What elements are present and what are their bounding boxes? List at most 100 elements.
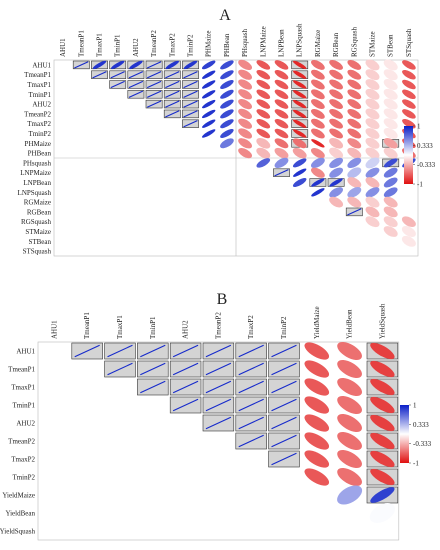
panel-a-corr-mark: [383, 158, 398, 168]
panel-a-corr-mark: [347, 108, 362, 119]
panel-a-corr-mark: [329, 196, 344, 208]
panel-a-row-label: LNPMaize: [20, 169, 51, 177]
panel-a-row-label: LNPSquash: [18, 189, 52, 197]
panel-b-corr-mark: [271, 398, 297, 412]
panel-b-colorbar-label: -0.333: [413, 440, 432, 448]
panel-a-corr-mark: [202, 109, 216, 119]
panel-b-corr-mark: [172, 380, 199, 394]
panel-a-corr-mark: [183, 90, 198, 98]
panel-a-col-label: AHU2: [132, 38, 140, 57]
panel-b-col-label: AHU1: [50, 320, 58, 339]
panel-a-corr-mark: [274, 109, 289, 119]
panel-b-col-label: YieldSquash: [378, 303, 386, 339]
panel-a-row-label: TminP2: [28, 130, 51, 138]
panel-a-col-label: RGSquash: [350, 27, 358, 57]
panel-b-corr-mark: [205, 380, 232, 394]
panel-b-corr-mark: [107, 344, 133, 358]
panel-a-corr-mark: [220, 129, 234, 138]
panel-a-corr-mark: [293, 90, 307, 99]
panel-a-corr-mark: [111, 60, 125, 70]
panel-b-corr-mark: [172, 344, 199, 358]
panel-a-corr-mark: [329, 167, 344, 178]
panel-a-corr-mark: [347, 167, 362, 179]
panel-a-corr-mark: [329, 79, 343, 90]
panel-b-row-label: AHU1: [16, 348, 35, 356]
panel-a-corr-mark: [329, 187, 344, 198]
panel-a-col-label: TmaxP1: [96, 33, 104, 57]
panel-a-corr-mark: [202, 129, 216, 138]
panel-a-corr-mark: [365, 147, 380, 159]
panel-a-row-label: STMaize: [25, 228, 51, 236]
panel-a-corr-mark: [202, 70, 216, 79]
panel-b-corr-mark: [238, 362, 264, 376]
panel-b-corr-mark: [271, 344, 297, 358]
panel-b-row-label: AHU2: [16, 420, 35, 428]
panel-b-corr-mark: [205, 398, 232, 412]
panel-a-corr-mark: [128, 80, 144, 89]
panel-b-corr-mark: [304, 342, 330, 360]
panel-a-corr-mark: [383, 147, 398, 159]
panel-b-corr-mark: [337, 468, 362, 486]
panel-a-corr-mark: [238, 118, 253, 129]
panel-a-corr-mark: [329, 99, 343, 110]
panel-a-corr-mark: [402, 69, 416, 80]
panel-b-row-label: TmaxP2: [11, 456, 35, 464]
panel-a-corr-mark: [202, 80, 216, 89]
panel-b-row-label: TminP2: [12, 474, 35, 482]
panel-b-row-label: YieldMaize: [2, 492, 35, 500]
panel-a-corr-mark: [220, 70, 234, 80]
panel-a-corr-mark: [401, 226, 416, 237]
panel-b-corr-mark: [370, 396, 395, 414]
panel-a-corr-mark: [347, 99, 362, 110]
panel-a-corr-mark: [256, 99, 271, 109]
panel-b-corr-mark: [304, 414, 330, 432]
panel-a-corr-mark: [274, 138, 289, 149]
panel-a-corr-mark: [293, 99, 307, 109]
panel-b-corr-mark: [205, 416, 232, 430]
panel-a-corr-mark: [238, 69, 253, 80]
panel-a-corr-mark: [383, 177, 398, 188]
panel-a-corr-mark: [220, 99, 234, 109]
panel-a-col-label: PHMaize: [205, 31, 213, 57]
panel-a-corr-mark: [256, 147, 271, 159]
panel-a-corr-mark: [292, 178, 307, 187]
panel-b-corr-mark: [337, 432, 362, 450]
panel-b-corr-mark: [140, 344, 166, 358]
panel-a-col-label: PHsquash: [241, 28, 249, 57]
panel-b-corr-mark: [337, 342, 362, 360]
panel-a-col-label: LNPSquash: [296, 23, 304, 57]
panel-a-corr-mark: [347, 79, 362, 90]
panel-a-row-label: RGBean: [27, 208, 52, 216]
panel-a-corr-mark: [311, 108, 325, 119]
panel-b-corr-mark: [337, 396, 362, 414]
panel-a-row-label: TmaxP1: [27, 81, 51, 89]
panel-a-corr-mark: [383, 206, 398, 218]
panel-a-col-label: RGBean: [332, 32, 340, 57]
panel-a-corr-mark: [383, 167, 398, 178]
panel-a-corr-mark: [383, 69, 398, 81]
panel-a-corr-mark: [256, 137, 271, 149]
panel-a-colorbar-label: 1: [417, 123, 421, 131]
panel-a-corr-mark: [220, 60, 234, 70]
panel-a-corr-mark: [274, 157, 289, 169]
panel-a-col-label: TmeanP1: [77, 30, 85, 57]
panel-b-corr-mark: [172, 398, 199, 412]
panel-a-corr-mark: [401, 216, 416, 228]
panel-b-corr-mark: [304, 396, 330, 414]
panel-a-corr-mark: [329, 108, 343, 119]
panel-a-corr-mark: [383, 98, 398, 110]
panel-a-corr-mark: [402, 99, 416, 109]
panel-a-corr-mark: [365, 137, 380, 149]
panel-a-row-label: STSquash: [23, 248, 52, 256]
panel-a-corr-mark: [220, 119, 234, 129]
panel-a-corr-mark: [365, 177, 380, 188]
panel-a-corr-mark: [110, 71, 125, 79]
panel-b-col-label: TmaxP1: [116, 315, 124, 339]
panel-a-corr-mark: [146, 61, 162, 69]
panel-a-corr-mark: [383, 196, 398, 208]
panel-a-colorbar: [404, 126, 413, 184]
panel-a-corr-mark: [329, 118, 343, 129]
panel-a-corr-mark: [183, 80, 198, 89]
panel-b-corr-mark: [271, 362, 297, 376]
panel-a-corr-mark: [365, 187, 380, 198]
